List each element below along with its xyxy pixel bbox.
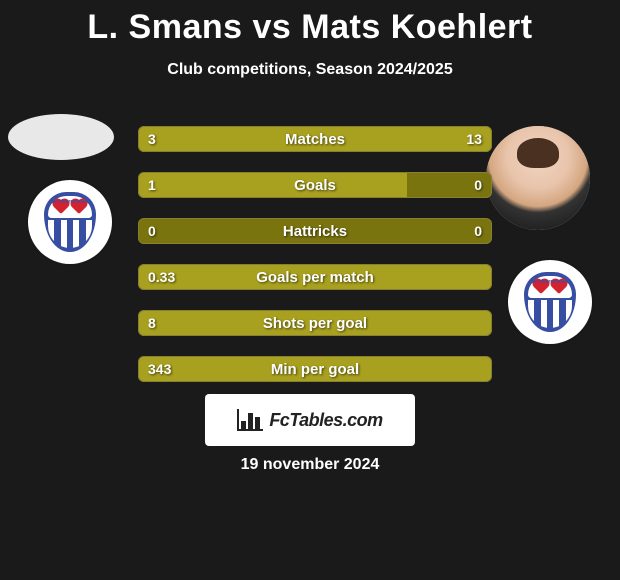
p2-value: 0 — [474, 172, 482, 198]
stat-label: Goals per match — [138, 264, 492, 290]
player2-name: Mats Koehlert — [301, 8, 532, 46]
heerenveen-shield-icon: sc Heerenveen — [524, 272, 576, 332]
stat-row: 343Min per goal — [138, 356, 492, 382]
stat-row: 8Shots per goal — [138, 310, 492, 336]
heerenveen-shield-icon: sc Heerenveen — [44, 192, 96, 252]
comparison-date: 19 november 2024 — [0, 456, 620, 474]
stat-label: Goals — [138, 172, 492, 198]
fctables-logo: FcTables.com — [205, 394, 415, 446]
stats-bars: 3Matches131Goals00Hattricks00.33Goals pe… — [138, 126, 492, 402]
stat-label: Min per goal — [138, 356, 492, 382]
comparison-title: L. Smans vs Mats Koehlert — [0, 0, 620, 47]
stat-row: 0.33Goals per match — [138, 264, 492, 290]
subtitle: Club competitions, Season 2024/2025 — [0, 61, 620, 79]
player2-club-badge: sc Heerenveen — [508, 260, 592, 344]
player2-photo — [486, 126, 590, 230]
player2-avatar — [486, 126, 590, 230]
stat-label: Hattricks — [138, 218, 492, 244]
p2-value: 13 — [466, 126, 482, 152]
player1-name: L. Smans — [87, 8, 242, 46]
stat-label: Shots per goal — [138, 310, 492, 336]
stat-label: Matches — [138, 126, 492, 152]
barchart-icon — [237, 409, 263, 431]
stat-row: 3Matches13 — [138, 126, 492, 152]
logo-text: FcTables.com — [269, 410, 382, 431]
title-vs: vs — [253, 8, 292, 46]
stat-row: 1Goals0 — [138, 172, 492, 198]
stat-row: 0Hattricks0 — [138, 218, 492, 244]
player1-club-badge: sc Heerenveen — [28, 180, 112, 264]
player1-avatar — [8, 114, 114, 160]
p2-value: 0 — [474, 218, 482, 244]
